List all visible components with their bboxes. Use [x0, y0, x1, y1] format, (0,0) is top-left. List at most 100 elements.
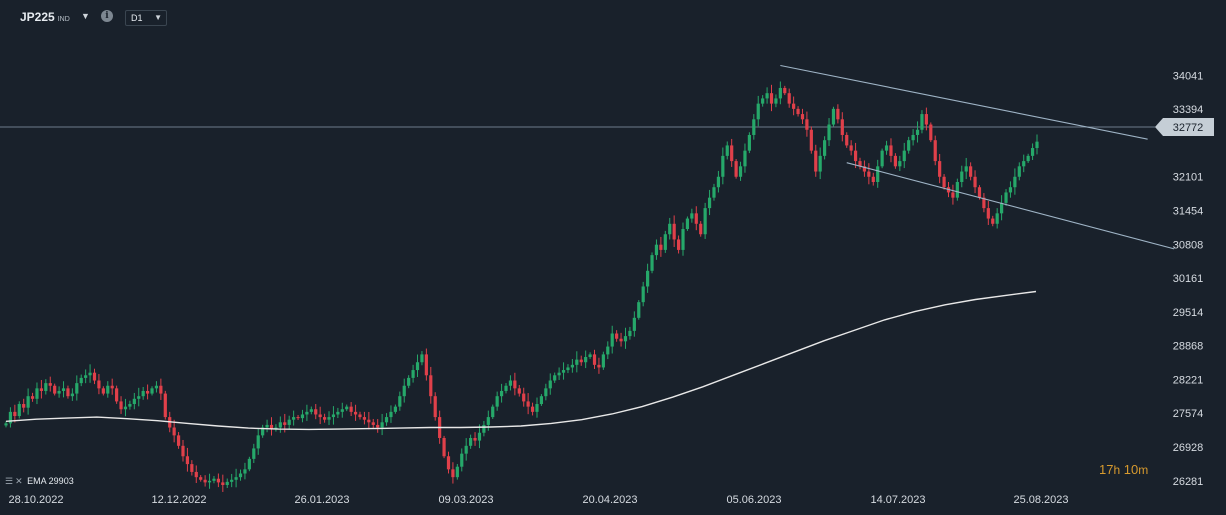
- candle: [805, 111, 809, 137]
- candle-body: [911, 134, 915, 141]
- candle: [442, 435, 446, 459]
- candle: [924, 107, 928, 131]
- symbol-name[interactable]: JP225 IND: [20, 10, 70, 24]
- candle: [544, 383, 548, 401]
- candle: [907, 136, 911, 154]
- date-tick-label: 14.07.2023: [870, 494, 925, 506]
- candle-body: [39, 388, 43, 391]
- candle-body: [53, 385, 57, 394]
- candle: [44, 379, 48, 395]
- candle-body: [336, 411, 340, 415]
- candle-body: [942, 176, 946, 188]
- candle-body: [712, 187, 716, 198]
- candle-body: [203, 479, 207, 483]
- close-icon[interactable]: ✕: [15, 476, 23, 486]
- candle: [367, 411, 371, 430]
- candle-body: [101, 388, 105, 394]
- candle: [75, 375, 79, 401]
- candle-body: [535, 404, 539, 412]
- candle: [230, 473, 234, 488]
- candle-body: [681, 229, 685, 250]
- triangle-down-icon[interactable]: ▼: [81, 11, 90, 21]
- candle-body: [672, 223, 676, 240]
- candle: [154, 381, 159, 393]
- timeframe-label: D1: [131, 13, 143, 23]
- candle: [800, 108, 805, 125]
- candle: [345, 404, 349, 412]
- candle-body: [429, 375, 433, 397]
- candle-body: [654, 244, 659, 256]
- candle: [513, 372, 517, 396]
- current-price-label: 32772: [1173, 122, 1204, 134]
- candle-body: [1000, 202, 1004, 214]
- candle: [1008, 181, 1013, 198]
- candle: [393, 404, 397, 414]
- trendlines-layer[interactable]: [780, 64, 1175, 250]
- candle: [1004, 189, 1008, 206]
- candle-body: [128, 404, 132, 407]
- candle-body: [318, 414, 322, 418]
- candle: [566, 364, 570, 374]
- candle-body: [234, 477, 238, 480]
- candle: [128, 400, 132, 410]
- candle: [115, 385, 119, 404]
- candle: [274, 424, 278, 432]
- candle: [517, 385, 521, 397]
- candle-body: [415, 362, 420, 371]
- candle-body: [845, 134, 849, 146]
- candle-body: [145, 390, 150, 394]
- candle-body: [747, 134, 751, 151]
- timeframe-select[interactable]: D1 ▼: [125, 10, 167, 26]
- date-tick-label: 26.01.2023: [294, 494, 349, 506]
- candle-body: [632, 317, 636, 331]
- candle-body: [818, 155, 822, 172]
- candle-body: [659, 244, 663, 250]
- time-axis[interactable]: 28.10.2022 12.12.2022 26.01.2023 09.03.2023…: [8, 494, 1068, 506]
- candle: [721, 147, 725, 185]
- candle: [110, 378, 114, 395]
- candle-body: [517, 388, 521, 394]
- candle: [752, 114, 756, 140]
- candle: [761, 95, 765, 107]
- settings-icon[interactable]: ☰: [5, 476, 14, 486]
- candle: [712, 183, 716, 201]
- candle: [597, 357, 601, 374]
- candle-body: [181, 445, 185, 457]
- price-tick-label: 30808: [1173, 239, 1204, 251]
- candle: [676, 235, 681, 254]
- candle: [637, 300, 641, 320]
- candle: [783, 85, 787, 96]
- candle: [592, 349, 597, 369]
- candle: [185, 447, 190, 472]
- candle-body: [265, 424, 269, 428]
- candle-body: [243, 469, 247, 474]
- indicator-name: EMA: [27, 476, 47, 486]
- candle: [827, 118, 831, 147]
- candle-body: [79, 377, 83, 384]
- candle-body: [66, 388, 70, 397]
- candle-body: [601, 354, 605, 368]
- candle: [464, 438, 468, 461]
- price-axis[interactable]: 34041 33394 32101 31454 30808 30161 29514 28868…: [1173, 70, 1204, 487]
- price-tick-label: 26928: [1173, 442, 1204, 454]
- candle: [349, 402, 353, 416]
- candle: [898, 155, 902, 172]
- candle-body: [867, 171, 871, 177]
- candle-body: [606, 346, 610, 355]
- candle: [915, 121, 920, 143]
- candle-body: [163, 393, 167, 418]
- info-icon[interactable]: i: [101, 10, 113, 22]
- candle-body: [477, 432, 482, 441]
- candle: [26, 388, 30, 415]
- candle: [526, 393, 530, 415]
- candle-body: [1013, 176, 1017, 188]
- candle: [358, 411, 362, 420]
- candle: [482, 420, 486, 437]
- candle-body: [327, 417, 331, 420]
- candle: [902, 142, 906, 169]
- candle: [181, 439, 185, 462]
- candle-body: [106, 385, 110, 394]
- candle-body: [353, 411, 358, 415]
- candle: [499, 383, 504, 403]
